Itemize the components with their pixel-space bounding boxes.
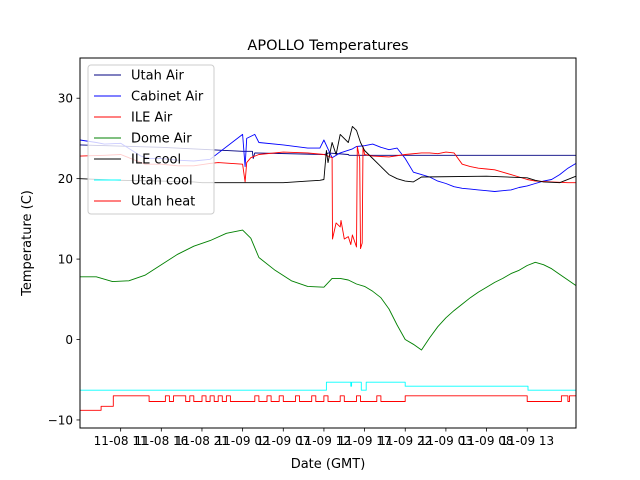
x-tick-label: 11-09 22 [378,434,432,448]
x-axis-label: Date (GMT) [291,457,366,472]
x-tick-label: 11-08 21 [175,434,229,448]
series-line-ile-air [79,146,576,250]
y-tick-label: 0 [65,333,73,347]
legend-label: ILE cool [131,153,181,168]
x-tick-label: 11-09 02 [216,434,270,448]
legend: Utah Air Cabinet Air ILE Air Dome Air ILE co… [87,64,215,215]
series-line-utah-heat [80,395,576,411]
chart-title: APOLLO Temperatures [247,38,408,54]
x-tick-label: 11-09 07 [256,434,310,448]
series-line-utah-air [79,144,576,159]
y-axis-label: Temperature (C) [20,190,35,297]
x-tick-label: 11-08 11 [94,434,148,448]
x-tick-label: 11-09 08 [460,434,514,448]
legend-label: Utah Air [131,69,184,84]
x-tick-label: 11-09 13 [500,434,554,448]
x-tick-label: 11-09 17 [338,434,392,448]
y-tick-label: 20 [58,172,73,186]
legend-label: Utah cool [131,174,193,189]
x-tick-label: 11-08 16 [134,434,188,448]
legend-label: Utah heat [131,195,195,210]
plot-frame [79,57,577,429]
x-tick-label: 11-09 03 [419,434,473,448]
y-tick-label: 30 [58,92,73,106]
series-line-dome-air [80,229,577,351]
y-tick-label: 10 [58,253,73,267]
y-tick-label: −10 [48,413,73,427]
legend-label: ILE Air [131,111,173,126]
legend-label: Cabinet Air [131,90,204,105]
legend-box [87,64,215,215]
series-line-ile-cool [79,125,577,184]
x-tick-label: 11-09 12 [297,434,351,448]
y-axis: −10 0 10 20 30 [48,92,80,427]
legend-label: Dome Air [131,132,192,147]
series-line-utah-cool [80,381,576,391]
